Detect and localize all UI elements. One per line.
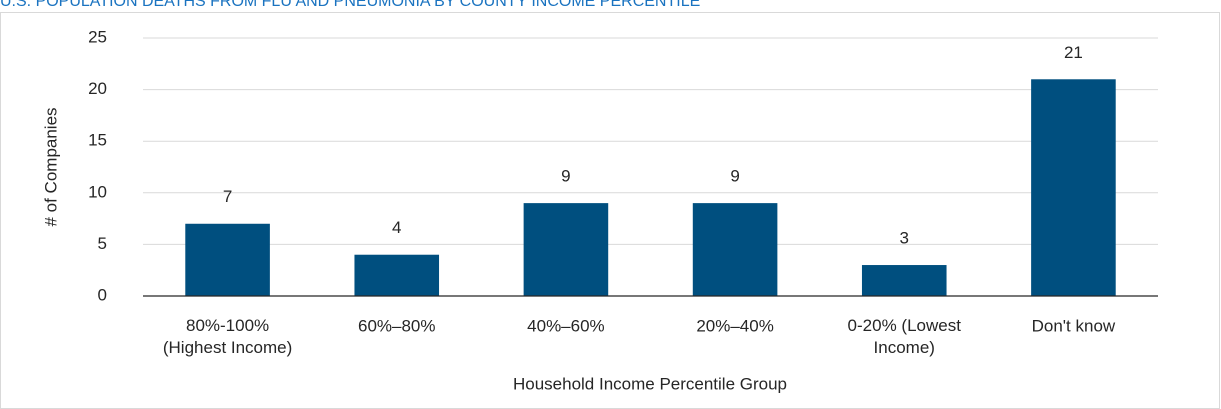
y-tick-label: 0 <box>98 285 107 304</box>
data-label: 9 <box>730 167 739 186</box>
y-axis-label: # of Companies <box>41 107 60 226</box>
y-tick-label: 25 <box>88 27 107 46</box>
y-tick-label: 10 <box>88 182 107 201</box>
bar <box>1031 79 1116 296</box>
y-tick-label: 20 <box>88 79 107 98</box>
x-tick-label: 20%–40% <box>696 316 774 335</box>
data-label: 21 <box>1064 43 1083 62</box>
bar <box>692 203 778 296</box>
data-label: 3 <box>900 229 909 248</box>
bar <box>185 223 270 296</box>
x-tick-label: Don't know <box>1032 316 1116 335</box>
bar <box>354 254 440 296</box>
data-label: 4 <box>392 218 401 237</box>
x-tick-label: 40%–60% <box>527 316 605 335</box>
chart-title: U.S. POPULATION DEATHS FROM FLU AND PNEU… <box>0 0 700 10</box>
data-label: 9 <box>561 167 570 186</box>
data-label: 7 <box>223 187 232 206</box>
x-axis-label: Household Income Percentile Group <box>513 374 787 393</box>
y-tick-label: 5 <box>98 234 107 253</box>
bar <box>861 265 947 296</box>
y-tick-label: 15 <box>88 131 107 150</box>
x-tick-label: 80%-100% (Highest Income) <box>163 316 292 357</box>
x-tick-label: 0-20% (Lowest Income) <box>848 316 962 357</box>
bar <box>523 203 609 296</box>
x-tick-label: 60%–80% <box>358 316 436 335</box>
